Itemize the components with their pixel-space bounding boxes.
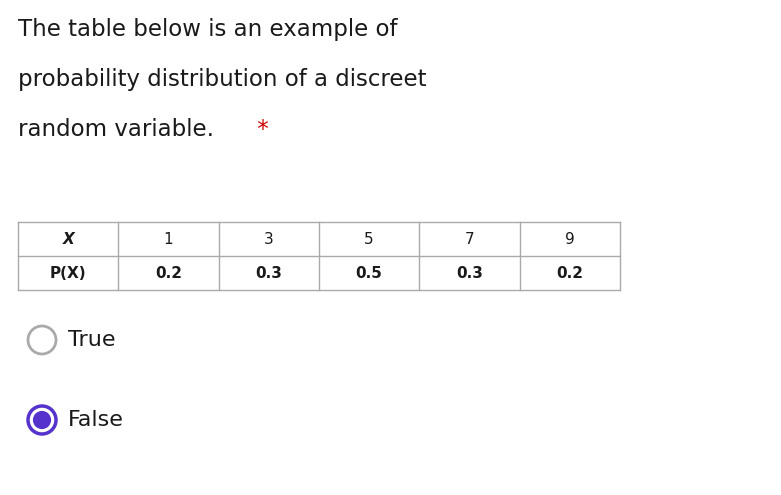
- Text: 0.2: 0.2: [155, 265, 182, 281]
- Text: 1: 1: [164, 232, 173, 247]
- Text: X: X: [62, 232, 74, 247]
- Text: False: False: [68, 410, 124, 430]
- Text: 0.3: 0.3: [255, 265, 282, 281]
- Text: *: *: [250, 118, 269, 141]
- Text: 0.3: 0.3: [456, 265, 483, 281]
- Text: probability distribution of a discreet: probability distribution of a discreet: [18, 68, 426, 91]
- Circle shape: [33, 411, 51, 429]
- Text: 9: 9: [565, 232, 575, 247]
- Text: The table below is an example of: The table below is an example of: [18, 18, 398, 41]
- Text: 0.5: 0.5: [355, 265, 383, 281]
- Text: 0.2: 0.2: [556, 265, 583, 281]
- Text: 7: 7: [465, 232, 474, 247]
- Text: P(X): P(X): [50, 265, 87, 281]
- Text: 3: 3: [264, 232, 273, 247]
- Text: True: True: [68, 330, 116, 350]
- Text: random variable.: random variable.: [18, 118, 214, 141]
- Text: 5: 5: [365, 232, 374, 247]
